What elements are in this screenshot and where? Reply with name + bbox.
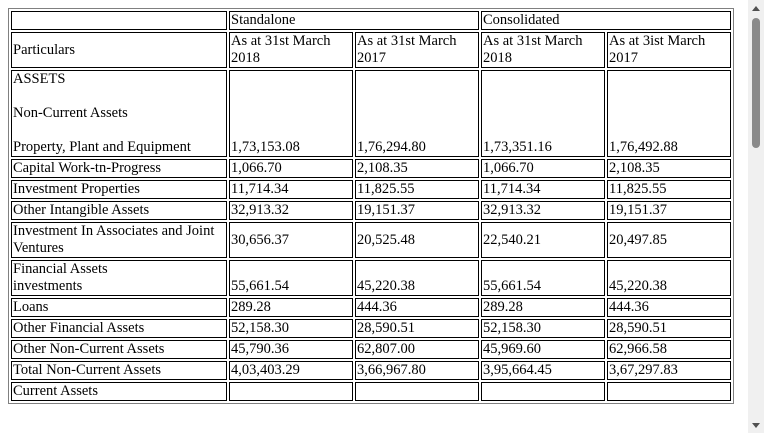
value-cell: 1,76,294.80 (355, 70, 479, 157)
value-cell: 30,656.37 (229, 222, 353, 258)
row-label: Capital Work-tn-Progress (11, 159, 227, 178)
value-cell: 28,590.51 (607, 319, 731, 338)
particulars-header: Particulars (11, 32, 227, 68)
table-row: ASSETS Non-Current Assets Property, Plan… (11, 70, 731, 157)
value-cell: 1,73,351.16 (481, 70, 605, 157)
value-cell: 3,95,664.45 (481, 361, 605, 380)
row-label: Investment In Associates and Joint Ventu… (11, 222, 227, 258)
table-row: Capital Work-tn-Progress 1,066.70 2,108.… (11, 159, 731, 178)
value-cell (607, 382, 731, 401)
scrollbar-thumb[interactable] (752, 18, 760, 148)
value-cell: 45,220.38 (355, 260, 479, 296)
value-cell: 11,825.55 (355, 180, 479, 199)
column-header: As at 31st March 2017 (355, 32, 479, 68)
value-cell: 289.28 (229, 298, 353, 317)
value-cell: 11,714.34 (481, 180, 605, 199)
value-cell: 1,73,153.08 (229, 70, 353, 157)
standalone-header: Standalone (229, 11, 479, 30)
value-cell: 32,913.32 (481, 201, 605, 220)
value-cell: 45,969.60 (481, 340, 605, 359)
row-label: Loans (11, 298, 227, 317)
arrow-up-icon[interactable] (748, 0, 764, 16)
value-cell: 19,151.37 (355, 201, 479, 220)
row-label: Other Intangible Assets (11, 201, 227, 220)
table-row: Financial Assets investments 55,661.54 4… (11, 260, 731, 296)
value-cell: 22,540.21 (481, 222, 605, 258)
value-cell: 32,913.32 (229, 201, 353, 220)
balance-sheet-table: Standalone Consolidated Particulars As a… (8, 8, 734, 404)
value-cell (355, 382, 479, 401)
row-label: Total Non-Current Assets (11, 361, 227, 380)
value-cell: 55,661.54 (229, 260, 353, 296)
value-cell: 444.36 (355, 298, 479, 317)
value-cell (481, 382, 605, 401)
column-header: As at 31st March 2018 (229, 32, 353, 68)
value-cell: 11,714.34 (229, 180, 353, 199)
row-label: investments (13, 278, 83, 294)
column-header: As at 31st March 2018 (481, 32, 605, 68)
document-viewport: Standalone Consolidated Particulars As a… (8, 8, 734, 404)
table-row: Investment In Associates and Joint Ventu… (11, 222, 731, 258)
assets-heading: ASSETS (13, 71, 66, 87)
current-assets-heading: Current Assets (11, 382, 227, 401)
column-header: As at 3ist March 2017 (607, 32, 731, 68)
group-header-row: Standalone Consolidated (11, 11, 731, 30)
assets-block-label: ASSETS Non-Current Assets Property, Plan… (11, 70, 227, 157)
value-cell: 52,158.30 (229, 319, 353, 338)
table-row: Other Intangible Assets 32,913.32 19,151… (11, 201, 731, 220)
arrow-down-icon[interactable] (748, 417, 764, 433)
value-cell: 55,661.54 (481, 260, 605, 296)
value-cell: 1,066.70 (229, 159, 353, 178)
value-cell: 4,03,403.29 (229, 361, 353, 380)
row-label: Other Financial Assets (11, 319, 227, 338)
row-label: Property, Plant and Equipment (13, 139, 191, 155)
value-cell: 45,220.38 (607, 260, 731, 296)
value-cell: 444.36 (607, 298, 731, 317)
table-row: Other Non-Current Assets 45,790.36 62,80… (11, 340, 731, 359)
value-cell: 2,108.35 (607, 159, 731, 178)
vertical-scrollbar[interactable] (748, 0, 764, 433)
column-header-row: Particulars As at 31st March 2018 As at 3… (11, 32, 731, 68)
value-cell: 20,497.85 (607, 222, 731, 258)
table-row: Current Assets (11, 382, 731, 401)
row-label: Investment Properties (11, 180, 227, 199)
value-cell (229, 382, 353, 401)
value-cell: 62,807.00 (355, 340, 479, 359)
consolidated-header: Consolidated (481, 11, 731, 30)
value-cell: 20,525.48 (355, 222, 479, 258)
table-row: Investment Properties 11,714.34 11,825.5… (11, 180, 731, 199)
table-row: Total Non-Current Assets 4,03,403.29 3,6… (11, 361, 731, 380)
value-cell: 1,066.70 (481, 159, 605, 178)
value-cell: 3,66,967.80 (355, 361, 479, 380)
value-cell: 2,108.35 (355, 159, 479, 178)
table-row: Other Financial Assets 52,158.30 28,590.… (11, 319, 731, 338)
value-cell: 52,158.30 (481, 319, 605, 338)
value-cell: 62,966.58 (607, 340, 731, 359)
financial-assets-block-label: Financial Assets investments (11, 260, 227, 296)
row-label: Other Non-Current Assets (11, 340, 227, 359)
table-row: Loans 289.28 444.36 289.28 444.36 (11, 298, 731, 317)
financial-assets-heading: Financial Assets (13, 261, 108, 277)
value-cell: 3,67,297.83 (607, 361, 731, 380)
non-current-assets-heading: Non-Current Assets (13, 105, 128, 121)
value-cell: 11,825.55 (607, 180, 731, 199)
empty-header-cell (11, 11, 227, 30)
value-cell: 1,76,492.88 (607, 70, 731, 157)
value-cell: 289.28 (481, 298, 605, 317)
value-cell: 19,151.37 (607, 201, 731, 220)
value-cell: 28,590.51 (355, 319, 479, 338)
value-cell: 45,790.36 (229, 340, 353, 359)
